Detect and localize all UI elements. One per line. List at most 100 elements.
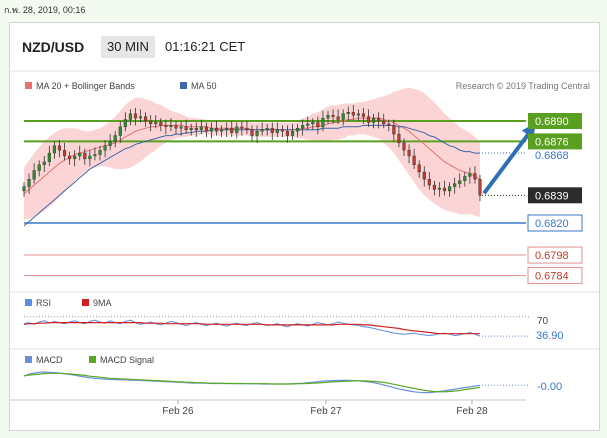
candle-body bbox=[214, 128, 219, 132]
candle-body bbox=[209, 128, 214, 132]
macd-pane: MACD MACD Signal -0.00 bbox=[23, 355, 562, 394]
candle-body bbox=[473, 173, 477, 180]
candle-body bbox=[240, 126, 244, 129]
level-label-box bbox=[528, 187, 582, 204]
candle-body bbox=[448, 186, 452, 192]
level-label-0-6820: 0.6820 bbox=[527, 214, 583, 232]
candle-body bbox=[194, 128, 198, 130]
candle-body bbox=[220, 129, 224, 132]
candle-body bbox=[174, 125, 178, 129]
candle-body bbox=[321, 117, 325, 128]
level-label-text: 0.6868 bbox=[535, 150, 569, 162]
candle-body bbox=[417, 164, 421, 173]
level-label-box bbox=[528, 113, 582, 129]
candle-body bbox=[478, 179, 482, 196]
candle-body bbox=[306, 123, 310, 126]
candle-body bbox=[149, 120, 153, 125]
candle-body bbox=[204, 126, 208, 132]
rsi-ma-legend-swatch bbox=[82, 299, 89, 306]
candle-body bbox=[382, 120, 386, 125]
bollinger-band-area bbox=[24, 87, 480, 221]
level-label-text: 0.6890 bbox=[535, 116, 569, 128]
candle-body bbox=[372, 117, 376, 123]
candle-body bbox=[290, 130, 295, 136]
candle-body bbox=[296, 128, 300, 132]
candle-body bbox=[432, 184, 436, 190]
level-label-box bbox=[527, 214, 583, 232]
candle-body bbox=[189, 128, 193, 130]
rsi-pane: RSI 9MA 70 36.90 bbox=[23, 298, 564, 342]
level-label-box bbox=[527, 246, 583, 264]
macd-signal-legend-label: MACD Signal bbox=[100, 355, 154, 365]
level-label-0-6890: 0.6890 bbox=[528, 113, 582, 129]
candle-body bbox=[73, 155, 77, 160]
chart-svg: 0.6890 0.6876 0.6868 0.6839 0.6820 0.6798 0.67… bbox=[10, 70, 599, 417]
candle-body bbox=[159, 122, 163, 126]
candle-body bbox=[311, 122, 315, 125]
rsi-ma-legend-label: 9MA bbox=[93, 298, 112, 308]
candle-body bbox=[427, 179, 431, 186]
candle-body bbox=[351, 112, 355, 116]
candle-body bbox=[270, 128, 274, 133]
candle-body bbox=[179, 126, 183, 129]
projection-arrow-shaft bbox=[482, 130, 532, 195]
price-level-labels: 0.6890 0.6876 0.6868 0.6839 0.6820 0.6798 0.67… bbox=[527, 113, 583, 284]
candle-body bbox=[356, 113, 360, 116]
candle-body bbox=[169, 125, 173, 128]
macd-signal-legend-swatch bbox=[89, 356, 96, 363]
ma20-legend-label: MA 20 + Bollinger Bands bbox=[36, 81, 135, 91]
candle-body bbox=[285, 130, 290, 136]
credit-text: Research © 2019 Trading Central bbox=[456, 81, 590, 91]
candle-body bbox=[407, 149, 411, 157]
candle-body bbox=[98, 149, 102, 155]
rsi-lines bbox=[23, 316, 530, 337]
level-label-0-6839: 0.6839 bbox=[528, 187, 582, 204]
candle-body bbox=[341, 113, 345, 120]
macd-last-label: -0.00 bbox=[537, 381, 562, 393]
candle-body bbox=[230, 128, 234, 133]
candle-body bbox=[103, 145, 107, 151]
candle-body bbox=[442, 187, 447, 192]
level-label-0-6798: 0.6798 bbox=[527, 246, 583, 264]
candle-body bbox=[366, 116, 371, 123]
candle-body bbox=[316, 122, 320, 128]
candle-body bbox=[468, 173, 472, 177]
macd-legend-swatch bbox=[25, 356, 32, 363]
candles bbox=[22, 104, 482, 202]
timestamp: ก.พ. 28, 2019, 00:16 bbox=[4, 5, 86, 15]
candle-body bbox=[245, 128, 249, 130]
x-tick-label: Feb 26 bbox=[162, 406, 194, 417]
candle-body bbox=[260, 129, 264, 132]
candle-body bbox=[154, 122, 158, 125]
candle-body bbox=[62, 149, 67, 157]
bollinger-bands bbox=[24, 87, 480, 221]
candle-body bbox=[108, 141, 112, 146]
candle-body bbox=[68, 155, 72, 160]
candle-body bbox=[453, 183, 457, 187]
candle-body bbox=[397, 133, 401, 144]
candle-body bbox=[377, 117, 381, 122]
macd-signal-line bbox=[23, 372, 481, 393]
candle-body bbox=[346, 112, 350, 114]
level-label-text: 0.6798 bbox=[535, 250, 569, 262]
candle-body bbox=[463, 176, 467, 181]
symbol-label: NZD/USD bbox=[22, 39, 85, 55]
candle-body bbox=[113, 135, 117, 142]
x-tick-label: Feb 27 bbox=[310, 406, 342, 417]
timeframe-badge[interactable]: 30 MIN bbox=[101, 36, 155, 58]
candle-body bbox=[255, 130, 259, 136]
candle-body bbox=[331, 114, 335, 117]
candle-body bbox=[42, 161, 46, 165]
chart-header: NZD/USD 30 MIN 01:16:21 CET bbox=[10, 23, 599, 71]
level-label-text: 0.6784 bbox=[535, 270, 569, 282]
main-legend: MA 20 + Bollinger Bands MA 50 Research ©… bbox=[25, 81, 590, 91]
candle-body bbox=[361, 113, 366, 117]
candle-body bbox=[184, 126, 188, 130]
candle-body bbox=[301, 125, 305, 129]
candle-body bbox=[93, 154, 97, 157]
candle-body bbox=[144, 116, 148, 122]
level-label-box bbox=[527, 266, 583, 284]
candle-body bbox=[387, 123, 391, 126]
level-label-0-6876: 0.6876 bbox=[528, 133, 582, 150]
macd-legend-label: MACD bbox=[36, 355, 63, 365]
